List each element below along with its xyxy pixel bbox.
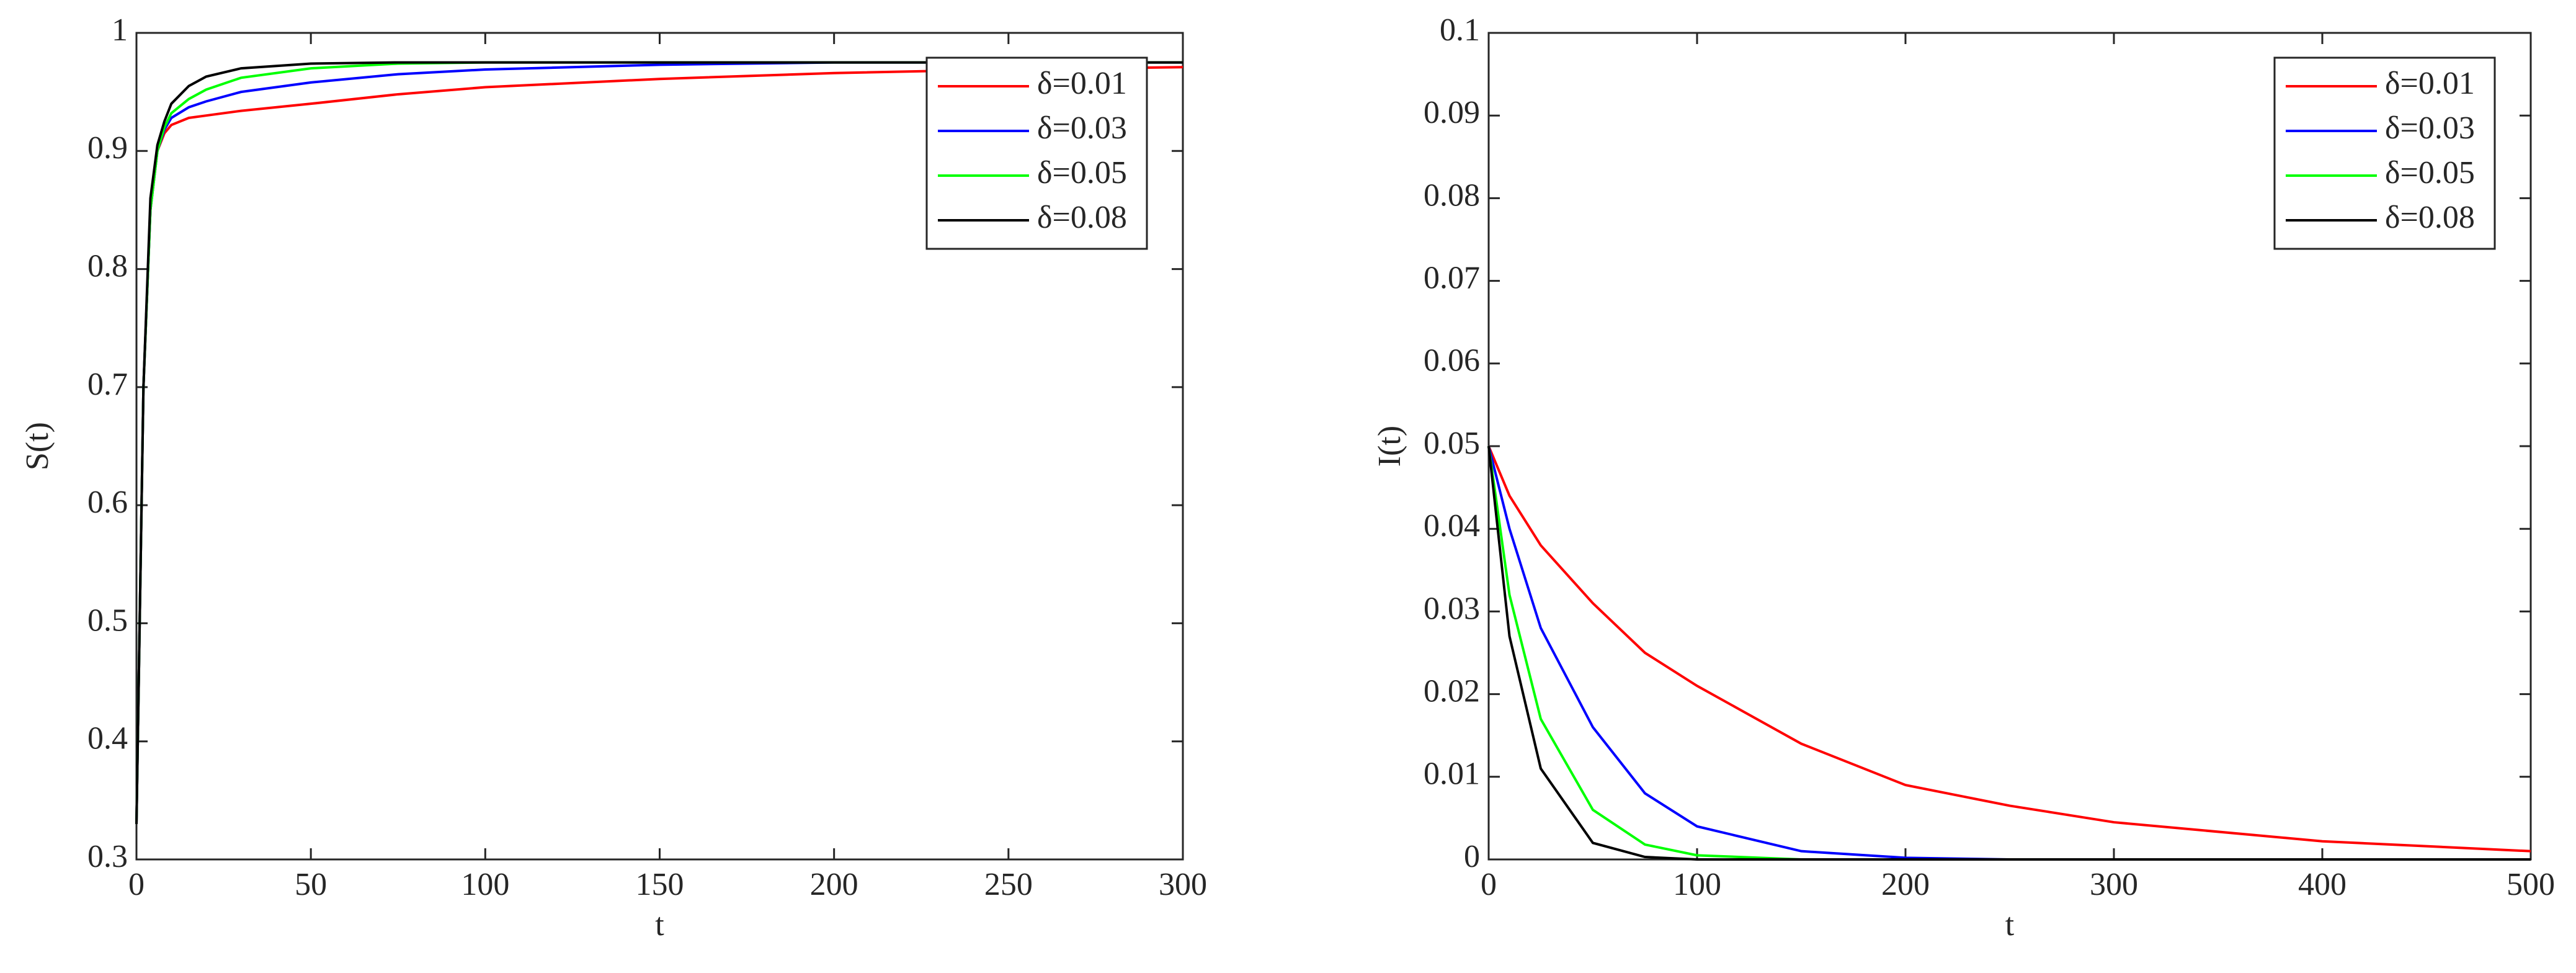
x-tick-label: 250 (984, 867, 1033, 902)
y-tick-label: 0.4 (87, 721, 128, 756)
series-line (1487, 446, 2531, 853)
x-tick-label: 100 (1673, 867, 1721, 902)
x-tick-label: 100 (461, 867, 509, 902)
x-tick-label: 150 (636, 867, 684, 902)
y-tick-label: 0 (1464, 839, 1480, 874)
legend-label: δ=0.08 (2385, 200, 2475, 235)
legend-label: δ=0.01 (1037, 66, 1127, 101)
legend-label: δ=0.05 (1037, 155, 1127, 191)
x-tick-label: 0 (128, 867, 145, 902)
y-tick-label: 0.05 (1424, 426, 1480, 461)
y-tick-label: 0.1 (1440, 12, 1480, 48)
x-tick-label: 0 (1481, 867, 1497, 902)
y-axis-label: S(t) (20, 422, 55, 470)
y-tick-label: 0.6 (87, 485, 128, 520)
x-tick-label: 500 (2507, 867, 2555, 902)
legend-label: δ=0.05 (2385, 155, 2475, 191)
legend-box (925, 56, 1148, 250)
y-tick-label: 0.01 (1424, 756, 1480, 792)
y-tick-label: 0.04 (1424, 508, 1480, 544)
y-tick-label: 0.3 (87, 839, 128, 874)
x-tick-label: 50 (295, 867, 327, 902)
y-tick-label: 0.06 (1424, 343, 1480, 379)
legend-label: δ=0.01 (2385, 66, 2475, 101)
y-axis-label: I(t) (1372, 426, 1407, 467)
chart: 0 50 100 150 200 250 300 0.3 0.4 0.5 0.6 0.7 0.8 0.9 1… (20, 12, 1207, 943)
series-line (1487, 446, 2531, 861)
y-tick-label: 0.09 (1424, 95, 1480, 130)
x-axis-label: t (2005, 907, 2015, 943)
y-tick-label: 0.08 (1424, 177, 1480, 213)
y-tick-label: 0.7 (87, 367, 128, 402)
legend-label: δ=0.03 (1037, 110, 1127, 146)
series-line (135, 61, 1183, 824)
x-axis-label: t (655, 907, 664, 943)
y-tick-label: 0.03 (1424, 591, 1480, 626)
legend-label: δ=0.08 (1037, 200, 1127, 235)
chart: 0 100 200 300 400 500 0 0.01 0.02 0.03 0.04 0.05 0.0… (1372, 12, 2555, 943)
y-tick-label: 1 (112, 12, 128, 48)
y-tick-label: 0.8 (87, 249, 128, 284)
y-tick-label: 0.9 (87, 130, 128, 166)
legend-label: δ=0.03 (2385, 110, 2475, 146)
x-tick-label: 300 (1159, 867, 1207, 902)
y-tick-label: 0.5 (87, 603, 128, 638)
y-tick-label: 0.02 (1424, 674, 1480, 709)
x-tick-label: 400 (2298, 867, 2346, 902)
x-tick-label: 200 (1881, 867, 1930, 902)
x-tick-label: 300 (2090, 867, 2138, 902)
legend-box (2273, 56, 2496, 250)
y-tick-label: 0.07 (1424, 261, 1480, 296)
x-tick-label: 200 (810, 867, 858, 902)
